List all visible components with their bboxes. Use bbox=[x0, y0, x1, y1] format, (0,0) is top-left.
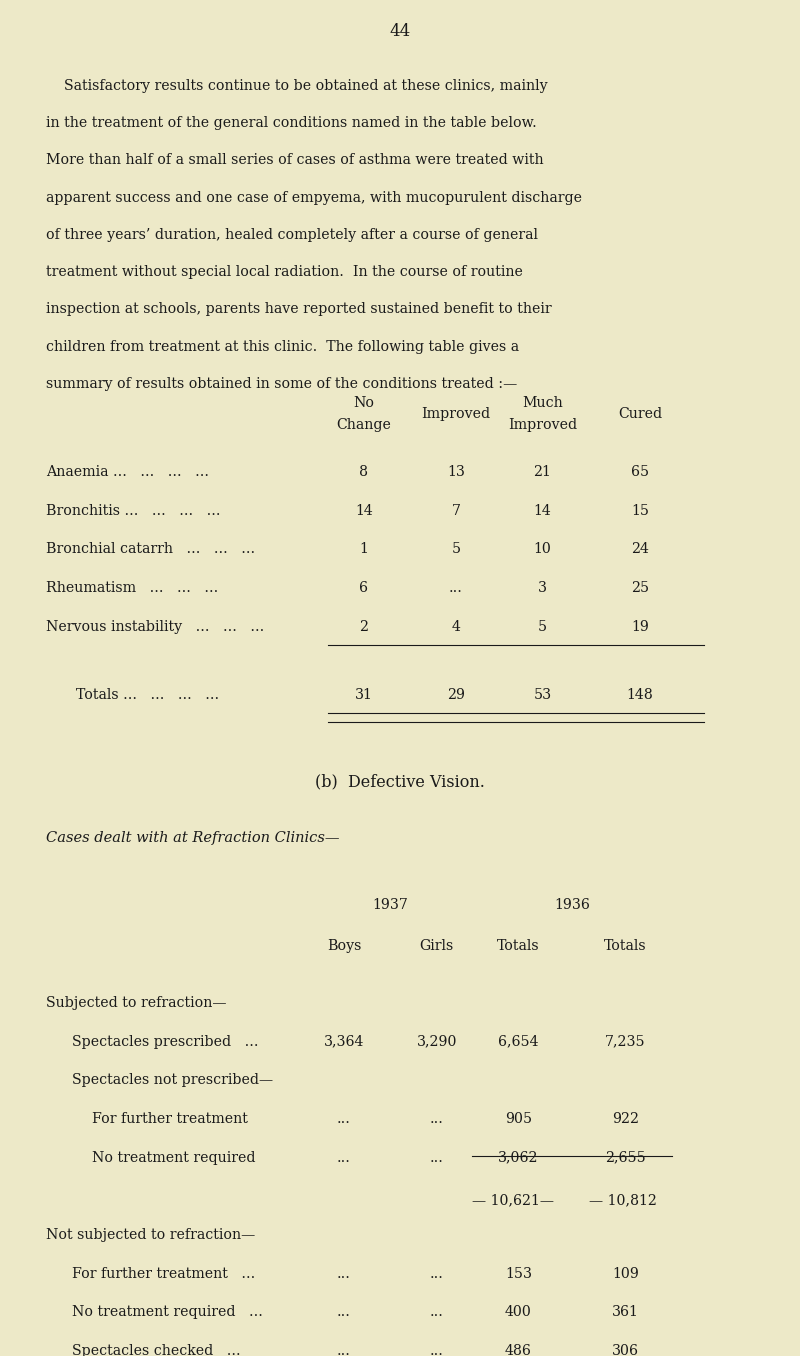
Text: 2,655: 2,655 bbox=[606, 1150, 646, 1165]
Text: 3,290: 3,290 bbox=[417, 1035, 457, 1048]
Text: 1936: 1936 bbox=[554, 899, 590, 913]
Text: children from treatment at this clinic.  The following table gives a: children from treatment at this clinic. … bbox=[46, 340, 518, 354]
Text: ...: ... bbox=[430, 1150, 444, 1165]
Text: 5: 5 bbox=[538, 620, 547, 633]
Text: More than half of a small series of cases of asthma were treated with: More than half of a small series of case… bbox=[46, 153, 543, 167]
Text: ...: ... bbox=[337, 1344, 351, 1356]
Text: ...: ... bbox=[430, 1112, 444, 1125]
Text: 361: 361 bbox=[612, 1304, 639, 1319]
Text: ...: ... bbox=[337, 1304, 351, 1319]
Text: 6,654: 6,654 bbox=[498, 1035, 538, 1048]
Text: Cases dealt with at Refraction Clinics—: Cases dealt with at Refraction Clinics— bbox=[46, 830, 339, 845]
Text: 306: 306 bbox=[612, 1344, 639, 1356]
Text: 1937: 1937 bbox=[373, 899, 408, 913]
Text: Spectacles prescribed   ...: Spectacles prescribed ... bbox=[72, 1035, 258, 1048]
Text: 5: 5 bbox=[451, 542, 461, 556]
Text: For further treatment   ...: For further treatment ... bbox=[72, 1267, 255, 1280]
Text: 65: 65 bbox=[631, 465, 649, 479]
Text: 1: 1 bbox=[359, 542, 369, 556]
Text: 31: 31 bbox=[355, 689, 373, 702]
Text: ...: ... bbox=[449, 582, 463, 595]
Text: 25: 25 bbox=[631, 582, 649, 595]
Text: 24: 24 bbox=[631, 542, 649, 556]
Text: For further treatment: For further treatment bbox=[92, 1112, 248, 1125]
Text: in the treatment of the general conditions named in the table below.: in the treatment of the general conditio… bbox=[46, 117, 536, 130]
Text: Totals: Totals bbox=[604, 938, 647, 953]
Text: No treatment required: No treatment required bbox=[92, 1150, 255, 1165]
Text: treatment without special local radiation.  In the course of routine: treatment without special local radiatio… bbox=[46, 266, 522, 279]
Text: of three years’ duration, healed completely after a course of general: of three years’ duration, healed complet… bbox=[46, 228, 538, 241]
Text: Not subjected to refraction—: Not subjected to refraction— bbox=[46, 1229, 255, 1242]
Text: 10: 10 bbox=[534, 542, 551, 556]
Text: Bronchitis ...   ...   ...   ...: Bronchitis ... ... ... ... bbox=[46, 504, 220, 518]
Text: 29: 29 bbox=[447, 689, 465, 702]
Text: Spectacles not prescribed—: Spectacles not prescribed— bbox=[72, 1074, 273, 1088]
Text: Rheumatism   ...   ...   ...: Rheumatism ... ... ... bbox=[46, 582, 218, 595]
Text: 15: 15 bbox=[631, 504, 649, 518]
Text: 14: 14 bbox=[355, 504, 373, 518]
Text: Change: Change bbox=[337, 418, 391, 431]
Text: ...: ... bbox=[430, 1344, 444, 1356]
Text: 2: 2 bbox=[359, 620, 369, 633]
Text: summary of results obtained in some of the conditions treated :—: summary of results obtained in some of t… bbox=[46, 377, 517, 391]
Text: Girls: Girls bbox=[420, 938, 454, 953]
Text: 44: 44 bbox=[390, 23, 410, 41]
Text: 13: 13 bbox=[447, 465, 465, 479]
Text: 14: 14 bbox=[534, 504, 551, 518]
Text: 19: 19 bbox=[631, 620, 649, 633]
Text: ...: ... bbox=[337, 1150, 351, 1165]
Text: 8: 8 bbox=[359, 465, 369, 479]
Text: Totals: Totals bbox=[497, 938, 540, 953]
Text: 922: 922 bbox=[612, 1112, 639, 1125]
Text: ...: ... bbox=[337, 1112, 351, 1125]
Text: 4: 4 bbox=[451, 620, 461, 633]
Text: Improved: Improved bbox=[422, 407, 490, 420]
Text: inspection at schools, parents have reported sustained benefit to their: inspection at schools, parents have repo… bbox=[46, 302, 551, 316]
Text: Satisfactory results continue to be obtained at these clinics, mainly: Satisfactory results continue to be obta… bbox=[46, 79, 547, 92]
Text: 400: 400 bbox=[505, 1304, 532, 1319]
Text: 486: 486 bbox=[505, 1344, 532, 1356]
Text: No: No bbox=[354, 396, 374, 410]
Text: Bronchial catarrh   ...   ...   ...: Bronchial catarrh ... ... ... bbox=[46, 542, 254, 556]
Text: 109: 109 bbox=[612, 1267, 639, 1280]
Text: 3,062: 3,062 bbox=[498, 1150, 538, 1165]
Text: Boys: Boys bbox=[327, 938, 361, 953]
Text: 905: 905 bbox=[505, 1112, 532, 1125]
Text: Much: Much bbox=[522, 396, 562, 410]
Text: ...: ... bbox=[337, 1267, 351, 1280]
Text: 153: 153 bbox=[505, 1267, 532, 1280]
Text: Subjected to refraction—: Subjected to refraction— bbox=[46, 995, 226, 1010]
Text: 21: 21 bbox=[534, 465, 551, 479]
Text: 7,235: 7,235 bbox=[606, 1035, 646, 1048]
Text: ...: ... bbox=[430, 1304, 444, 1319]
Text: — 10,621—: — 10,621— bbox=[472, 1193, 554, 1207]
Text: 3,364: 3,364 bbox=[324, 1035, 364, 1048]
Text: Spectacles checked   ...: Spectacles checked ... bbox=[72, 1344, 241, 1356]
Text: 53: 53 bbox=[534, 689, 551, 702]
Text: Anaemia ...   ...   ...   ...: Anaemia ... ... ... ... bbox=[46, 465, 209, 479]
Text: 3: 3 bbox=[538, 582, 547, 595]
Text: Totals ...   ...   ...   ...: Totals ... ... ... ... bbox=[76, 689, 219, 702]
Text: — 10,812: — 10,812 bbox=[589, 1193, 657, 1207]
Text: Nervous instability   ...   ...   ...: Nervous instability ... ... ... bbox=[46, 620, 264, 633]
Text: 148: 148 bbox=[626, 689, 654, 702]
Text: 6: 6 bbox=[359, 582, 369, 595]
Text: ...: ... bbox=[430, 1267, 444, 1280]
Text: (b)  Defective Vision.: (b) Defective Vision. bbox=[315, 773, 485, 791]
Text: Cured: Cured bbox=[618, 407, 662, 420]
Text: apparent success and one case of empyema, with mucopurulent discharge: apparent success and one case of empyema… bbox=[46, 191, 582, 205]
Text: Improved: Improved bbox=[508, 418, 577, 431]
Text: No treatment required   ...: No treatment required ... bbox=[72, 1304, 263, 1319]
Text: 7: 7 bbox=[451, 504, 461, 518]
